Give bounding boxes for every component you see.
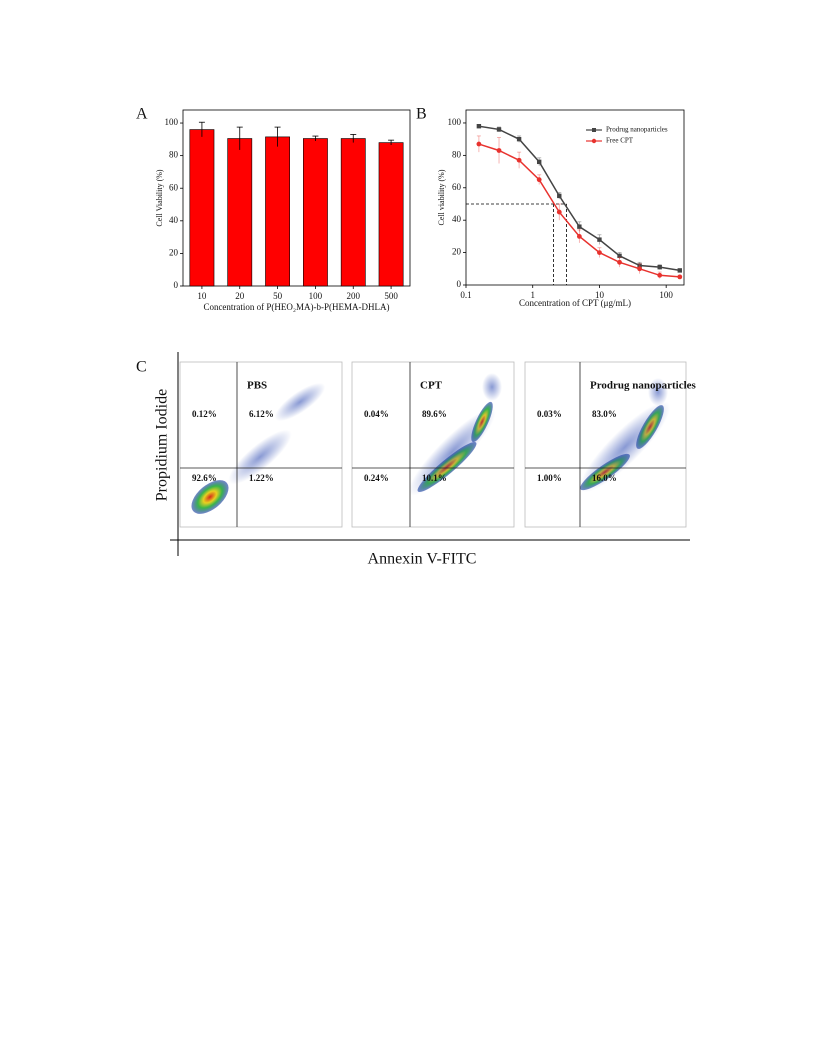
- x-tick-label: 500: [384, 291, 398, 301]
- quadrant-label: 1.00%: [537, 473, 562, 483]
- marker: [657, 264, 662, 270]
- marker: [516, 136, 522, 142]
- marker: [496, 127, 502, 132]
- quadrant-label: 6.12%: [249, 409, 274, 419]
- y-axis-label: Propidium Iodide: [154, 389, 171, 501]
- bar: [303, 138, 328, 287]
- y-axis-label: Cell Viability (%): [155, 169, 164, 226]
- density-cloud: [482, 373, 502, 401]
- marker: [597, 237, 602, 242]
- panel-title: Prodrug nanoparticles: [590, 380, 697, 392]
- marker: [557, 193, 562, 199]
- quadrant-label: 1.22%: [249, 473, 274, 483]
- x-axis-label: Concentration of P(HEO₂MA)-b-P(HEMA-DHLA…: [203, 302, 389, 312]
- y-tick-label: 0: [174, 280, 179, 290]
- quadrant-label: 89.6%: [422, 409, 447, 419]
- marker: [576, 233, 582, 239]
- quadrant-label: 0.03%: [537, 409, 562, 419]
- legend-marker: [592, 128, 596, 132]
- x-axis-label: Concentration of CPT (μg/mL): [519, 298, 631, 308]
- marker: [657, 272, 663, 278]
- panel-title: PBS: [247, 380, 267, 392]
- marker: [677, 268, 682, 273]
- panel-label: B: [416, 106, 427, 123]
- bar: [340, 138, 366, 287]
- series-line: [478, 143, 680, 278]
- marker: [617, 259, 622, 265]
- panel-label: A: [136, 106, 148, 123]
- y-tick-label: 100: [448, 117, 462, 127]
- y-tick-label: 60: [169, 182, 179, 192]
- marker: [476, 141, 482, 147]
- marker: [677, 274, 683, 280]
- plot-frame: [465, 109, 685, 286]
- x-axis-label: Annexin V-FITC: [368, 551, 477, 568]
- bar: [227, 138, 253, 287]
- legend-marker: [591, 138, 597, 144]
- density-cloud: [648, 378, 668, 406]
- quadrant-label: 0.24%: [364, 473, 389, 483]
- y-axis-label: Cell viability (%): [437, 169, 446, 225]
- marker: [556, 209, 562, 215]
- plot-frame: [182, 109, 411, 287]
- density-cloud: [228, 429, 292, 485]
- bar: [265, 136, 290, 287]
- x-tick-label: 100: [309, 291, 323, 301]
- series-line: [478, 125, 680, 272]
- y-tick-label: 60: [452, 182, 462, 192]
- x-tick-label: 10: [197, 291, 207, 301]
- y-tick-label: 40: [452, 214, 462, 224]
- x-tick-label: 10: [595, 290, 605, 300]
- marker: [476, 124, 482, 129]
- marker: [496, 148, 502, 153]
- marker: [536, 177, 542, 183]
- quadrant-label: 83.0%: [592, 409, 617, 419]
- y-tick-label: 80: [452, 149, 462, 159]
- marker: [577, 224, 582, 229]
- bar: [189, 129, 215, 287]
- y-tick-label: 40: [169, 215, 179, 225]
- legend-label: Prodrug nanoparticles: [606, 126, 668, 134]
- y-tick-label: 0: [457, 279, 462, 289]
- x-tick-label: 1: [530, 290, 535, 300]
- marker: [516, 157, 522, 163]
- marker: [536, 159, 542, 165]
- quadrant-label: 0.12%: [192, 409, 217, 419]
- x-tick-label: 0.1: [460, 290, 471, 300]
- quadrant-label: 92.6%: [192, 473, 217, 483]
- marker: [637, 266, 643, 272]
- panel-label: C: [136, 359, 147, 376]
- y-tick-label: 80: [169, 150, 179, 160]
- legend-label: Free CPT: [606, 137, 634, 145]
- y-tick-label: 100: [165, 117, 179, 127]
- y-tick-label: 20: [452, 247, 462, 257]
- x-tick-label: 200: [347, 291, 361, 301]
- x-tick-label: 100: [659, 290, 673, 300]
- density-cloud: [274, 382, 326, 422]
- panel-title: CPT: [420, 380, 443, 392]
- density-cloud: [579, 401, 671, 493]
- quadrant-label: 0.04%: [364, 409, 389, 419]
- x-tick-label: 20: [235, 291, 245, 301]
- marker: [637, 263, 642, 268]
- quadrant-label: 10.1%: [422, 473, 447, 483]
- density-cloud: [191, 480, 229, 514]
- marker: [597, 250, 602, 255]
- y-tick-label: 20: [169, 247, 179, 257]
- quadrant-label: 16.0%: [592, 473, 617, 483]
- density-cloud: [408, 408, 496, 496]
- x-tick-label: 50: [273, 291, 283, 301]
- bar: [378, 142, 404, 287]
- marker: [617, 253, 622, 259]
